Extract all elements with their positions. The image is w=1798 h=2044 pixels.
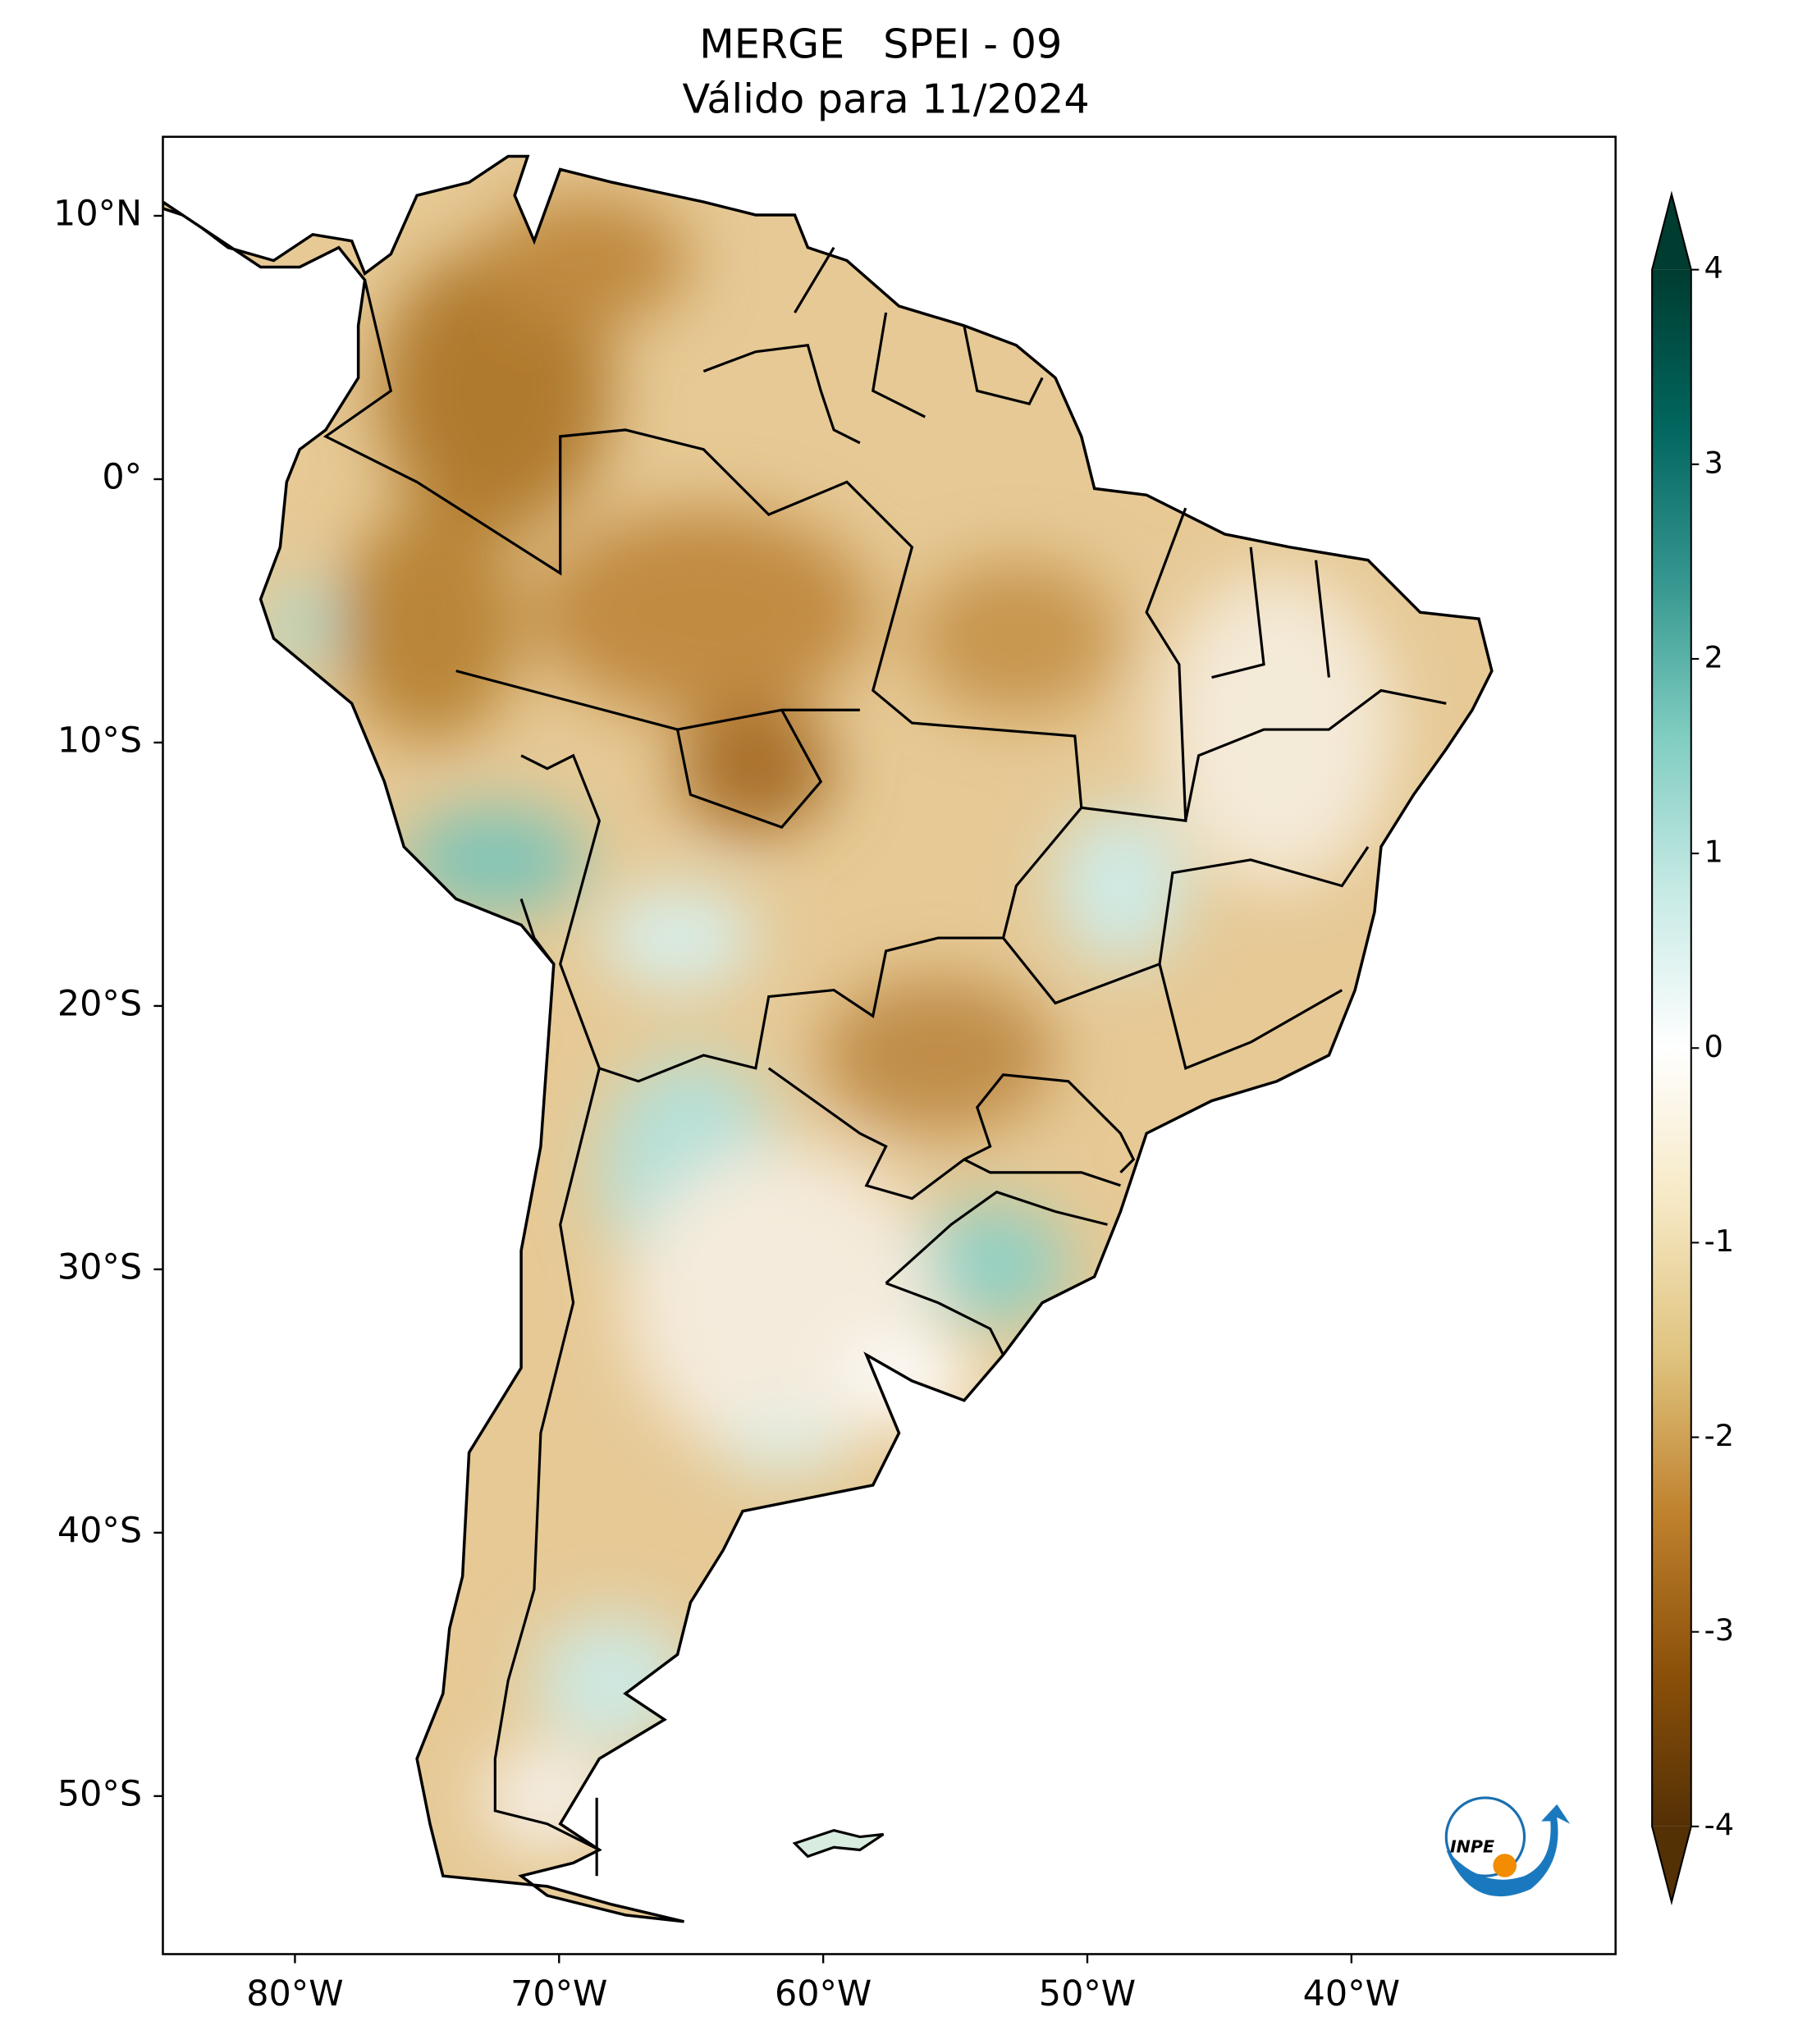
y-tick-label: 30°S [57,1246,142,1287]
colorbar-tick-label: -3 [1704,1612,1734,1648]
logo-text: INPE [1450,1836,1494,1856]
subtitle: Válido para 11/2024 [683,75,1090,122]
colorbar-tick-label: 2 [1704,639,1723,674]
colorbar-extend-max [1652,194,1691,270]
colorbar-tick-label: -1 [1704,1223,1734,1259]
x-tick-label: 40°W [1303,1973,1400,2014]
colorbar-tick-label: -4 [1704,1807,1734,1842]
colorbar-tick-label: 1 [1704,835,1723,870]
colorbar-extend-min [1652,1826,1691,1902]
falklands [792,1828,885,1859]
y-tick-label: 40°S [57,1510,142,1551]
colorbar-tick-label: -2 [1704,1418,1734,1453]
colorbar-outline [1651,190,1692,1906]
y-tick-label: 0° [102,456,142,497]
x-tick-label: 60°W [775,1973,872,2014]
borders [323,246,1447,1877]
y-tick-label: 20°S [57,983,142,1024]
colorbar-body [1652,269,1691,1827]
logo: INPE [1444,1796,1571,1897]
colorbar: -4 -3 -2 -1 0 1 2 3 4 [1651,190,1734,1906]
x-tick-label: 80°W [246,1973,343,2014]
map-frame [162,135,1617,1955]
title: MERGE SPEI - 09 [699,21,1062,68]
y-tick-label: 50°S [57,1773,142,1814]
y-tick-label: 10°N [53,193,142,234]
y-tick-label: 10°S [57,720,142,761]
colorbar-tick-label: 4 [1704,250,1723,286]
x-tick-label: 70°W [510,1973,607,2014]
colorbar-tick-label: 0 [1704,1029,1723,1064]
x-tick-label: 50°W [1039,1973,1136,2014]
colorbar-tick-label: 3 [1704,445,1723,480]
